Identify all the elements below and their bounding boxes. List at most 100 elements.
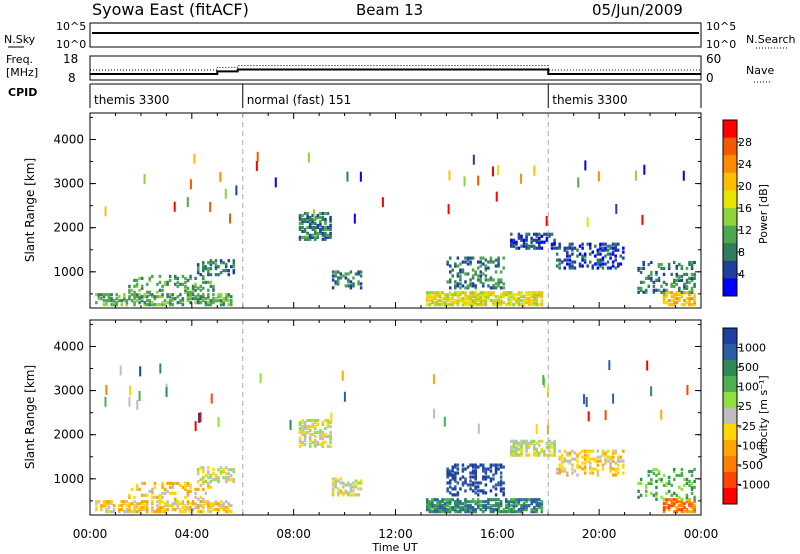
heat-cell — [476, 465, 480, 469]
heat-cell — [349, 485, 353, 489]
heat-cell — [209, 510, 213, 514]
heat-cell — [329, 432, 332, 437]
heat-cell — [614, 242, 617, 246]
heat-cell — [637, 286, 640, 290]
heat-cell — [530, 295, 533, 299]
heat-cell — [520, 293, 523, 297]
heat-cell — [474, 272, 477, 276]
heat-cell — [227, 504, 230, 508]
heat-cell — [301, 213, 304, 218]
heat-cell — [571, 471, 574, 475]
heat-cell — [484, 291, 488, 295]
heat-cell — [168, 491, 172, 495]
heat-cell — [451, 475, 455, 479]
colorbar-swatch — [723, 472, 737, 489]
heat-cell — [456, 510, 460, 514]
heat-cell — [171, 299, 174, 303]
heat-cell — [289, 419, 292, 430]
heat-cell — [662, 280, 666, 284]
heat-cell — [214, 508, 218, 512]
heat-cell — [471, 284, 475, 288]
heat-cell — [642, 280, 645, 284]
heat-cell — [535, 293, 539, 297]
heat-cell — [181, 282, 185, 286]
x-tick-label: 08:00 — [276, 527, 311, 541]
heat-cell — [168, 504, 172, 508]
heat-cell — [214, 299, 218, 303]
heat-cell — [672, 299, 676, 303]
heat-cell — [573, 469, 577, 473]
heat-cell — [599, 260, 602, 264]
heat-cell — [331, 278, 335, 282]
heat-cell — [494, 303, 498, 307]
heat-cell — [298, 422, 302, 427]
heat-cell — [525, 301, 528, 305]
heat-cell — [353, 213, 356, 224]
heat-cell — [133, 504, 136, 508]
heat-cell — [538, 451, 541, 455]
heat-cell — [303, 432, 307, 437]
heat-cell — [686, 384, 689, 395]
heat-cell — [174, 276, 177, 280]
heat-cell — [510, 299, 513, 303]
heat-cell — [347, 272, 350, 276]
colorbar-swatch — [723, 278, 737, 297]
heat-cell — [224, 295, 228, 299]
heat-cell — [227, 273, 230, 277]
heat-cell — [693, 282, 696, 286]
heat-cell — [454, 473, 457, 477]
freq-tick-top: 18 — [63, 52, 78, 66]
heat-cell — [520, 295, 523, 299]
heat-cell — [202, 280, 205, 284]
heat-cell — [535, 232, 539, 236]
heat-cell — [538, 303, 541, 307]
heat-cell — [665, 293, 668, 297]
heat-cell — [428, 293, 432, 297]
heat-cell — [540, 291, 544, 295]
heat-cell — [227, 303, 230, 307]
heat-cell — [643, 164, 646, 175]
heat-cell — [148, 301, 152, 305]
heat-cell — [622, 459, 625, 463]
heat-cell — [586, 459, 589, 463]
heat-cell — [311, 213, 314, 218]
heat-cell — [456, 493, 460, 497]
heat-cell — [482, 293, 485, 297]
heat-cell — [644, 485, 648, 489]
heat-cell — [352, 493, 355, 497]
heat-cell — [489, 465, 493, 469]
colorbar-tick-label: -25 — [738, 420, 756, 433]
heat-cell — [538, 502, 541, 506]
heat-cell — [678, 286, 681, 290]
heat-cell — [622, 449, 625, 453]
heat-cell — [571, 248, 574, 252]
heat-cell — [492, 303, 495, 307]
heat-cell — [446, 469, 449, 473]
heat-cell — [637, 495, 640, 499]
heat-cell — [301, 430, 304, 435]
heat-cell — [548, 449, 551, 453]
heat-cell — [525, 447, 528, 451]
heat-cell — [207, 510, 210, 514]
heat-cell — [609, 244, 612, 248]
heat-cell — [207, 293, 210, 297]
heat-cell — [456, 291, 460, 295]
heat-cell — [571, 449, 574, 453]
heat-cell — [611, 242, 615, 246]
heat-cell — [202, 297, 205, 301]
heat-cell — [207, 483, 210, 487]
heat-cell — [535, 301, 539, 305]
heat-cell — [118, 299, 121, 303]
heat-cell — [146, 502, 149, 506]
heat-cell — [151, 487, 154, 491]
heat-cell — [314, 225, 317, 230]
heat-cell — [637, 481, 640, 485]
heat-cell — [662, 301, 666, 305]
heat-cell — [214, 474, 218, 478]
heat-cell — [606, 244, 610, 248]
heat-cell — [448, 170, 451, 181]
heat-cell — [558, 463, 561, 467]
heat-cell — [186, 290, 190, 294]
heat-cell — [436, 510, 439, 514]
heat-cell — [329, 436, 332, 440]
